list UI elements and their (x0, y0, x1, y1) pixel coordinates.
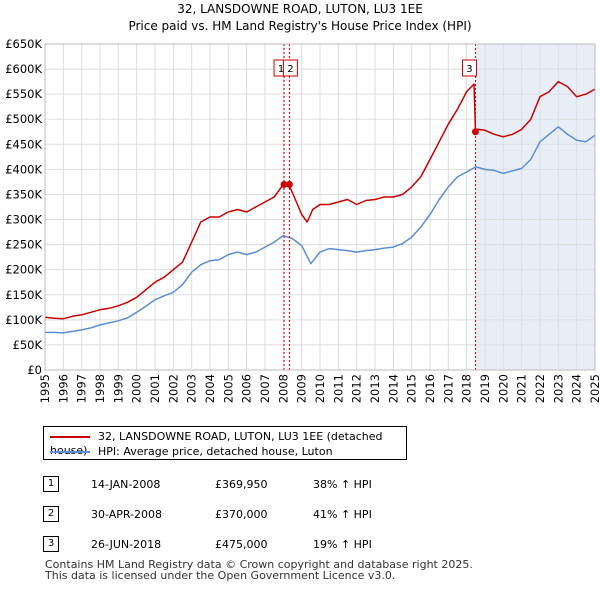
x-tick-label: 2016 (423, 374, 437, 403)
y-tick-label: £0 (27, 363, 42, 377)
x-tick-label: 2019 (478, 374, 492, 403)
footer-licence: This data is licensed under the Open Gov… (45, 569, 396, 582)
sale-hpi-diff: 38% ↑ HPI (313, 478, 372, 491)
x-tick-label: 1996 (56, 374, 70, 403)
x-tick-label: 1995 (38, 374, 52, 403)
sale-number-badge: 1 (43, 476, 59, 492)
sale-row: 2 30-APR-2008 £370,000 41% ↑ HPI (43, 506, 483, 526)
x-tick-label: 2004 (203, 374, 217, 403)
y-tick-label: £150K (5, 288, 42, 302)
sale-price: £370,000 (215, 508, 268, 521)
x-tick-label: 2018 (460, 374, 474, 403)
x-tick-label: 2006 (240, 374, 254, 403)
sale-label-box (282, 59, 298, 77)
sale-hpi-diff: 19% ↑ HPI (313, 538, 372, 551)
legend-item-property: 32, LANSDOWNE ROAD, LUTON, LU3 1EE (deta… (50, 430, 406, 457)
sale-point (471, 128, 479, 136)
hpi-line (45, 126, 596, 334)
x-tick-label: 2003 (185, 374, 199, 403)
x-tick-label: 1997 (75, 374, 89, 403)
x-tick-label: 2022 (533, 374, 547, 403)
sale-date: 26-JUN-2018 (91, 538, 162, 551)
x-tick-label: 2011 (331, 374, 345, 403)
legend-item-hpi: HPI: Average price, detached house, Luto… (50, 445, 333, 459)
post-sale-shading (475, 44, 595, 370)
x-tick-label: 2005 (221, 374, 235, 403)
x-tick-label: 2017 (441, 374, 455, 403)
property-line-swatch (50, 436, 90, 438)
x-tick-label: 2000 (130, 374, 144, 403)
sale-point (285, 180, 293, 188)
x-tick-label: 2012 (350, 374, 364, 403)
sale-date: 14-JAN-2008 (91, 478, 161, 491)
sale-number-badge: 3 (43, 536, 59, 552)
x-tick-label: 2024 (570, 374, 584, 403)
hpi-line-swatch (50, 451, 90, 453)
y-tick-label: £500K (5, 112, 42, 126)
sale-label-text: 3 (466, 64, 472, 75)
y-tick-label: £350K (5, 187, 42, 201)
x-tick-label: 2025 (588, 374, 600, 403)
y-tick-label: £50K (13, 338, 43, 352)
y-tick-label: £600K (5, 62, 42, 76)
chart-subtitle: Price paid vs. HM Land Registry's House … (128, 19, 472, 33)
price-chart: £0 £50K £100K £150K £200K £250K £300K £350K £400… (5, 37, 600, 403)
y-tick-label: £200K (5, 263, 42, 277)
sale-label-box (461, 59, 477, 77)
footer-copyright: Contains HM Land Registry data © Crown c… (45, 558, 473, 571)
sale-label-text: 2 (287, 64, 293, 75)
plot-border (44, 43, 596, 371)
y-tick-label: £450K (5, 137, 42, 151)
x-tick-label: 2001 (148, 374, 162, 403)
footer: Contains HM Land Registry data © Crown c… (45, 559, 473, 581)
sale-price: £369,950 (215, 478, 268, 491)
chart-title: 32, LANSDOWNE ROAD, LUTON, LU3 1EE (177, 2, 423, 16)
y-tick-label: £550K (5, 87, 42, 101)
x-tick-label: 2009 (295, 374, 309, 403)
legend-hpi-label: HPI: Average price, detached house, Luto… (98, 445, 333, 458)
sale-row: 1 14-JAN-2008 £369,950 38% ↑ HPI (43, 476, 483, 496)
x-tick-label: 2014 (386, 374, 400, 403)
x-tick-label: 2013 (368, 374, 382, 403)
x-tick-label: 2010 (313, 374, 327, 403)
x-tick-label: 1999 (111, 374, 125, 403)
y-tick-label: £250K (5, 238, 42, 252)
sale-label-text: 1 (278, 64, 284, 75)
x-tick-label: 2002 (166, 374, 180, 403)
sale-price: £475,000 (215, 538, 268, 551)
y-tick-label: £300K (5, 213, 42, 227)
sale-hpi-diff: 41% ↑ HPI (313, 508, 372, 521)
x-tick-label: 2007 (258, 374, 272, 403)
sale-point (280, 180, 288, 188)
y-tick-label: £100K (5, 313, 42, 327)
x-tick-label: 2015 (405, 374, 419, 403)
sale-date: 30-APR-2008 (91, 508, 163, 521)
y-tick-label: £650K (5, 37, 42, 51)
x-tick-label: 2020 (496, 374, 510, 403)
x-tick-label: 2023 (551, 374, 565, 403)
legend-property-label: 32, LANSDOWNE ROAD, LUTON, LU3 1EE (deta… (50, 430, 383, 457)
x-tick-label: 2021 (515, 374, 529, 403)
sale-number-badge: 2 (43, 506, 59, 522)
x-tick-label: 2008 (276, 374, 290, 403)
property-price-line (44, 80, 596, 320)
x-tick-label: 1998 (93, 374, 107, 403)
y-tick-label: £400K (5, 162, 42, 176)
sale-row: 3 26-JUN-2018 £475,000 19% ↑ HPI (43, 536, 483, 556)
legend: 32, LANSDOWNE ROAD, LUTON, LU3 1EE (deta… (43, 426, 407, 460)
